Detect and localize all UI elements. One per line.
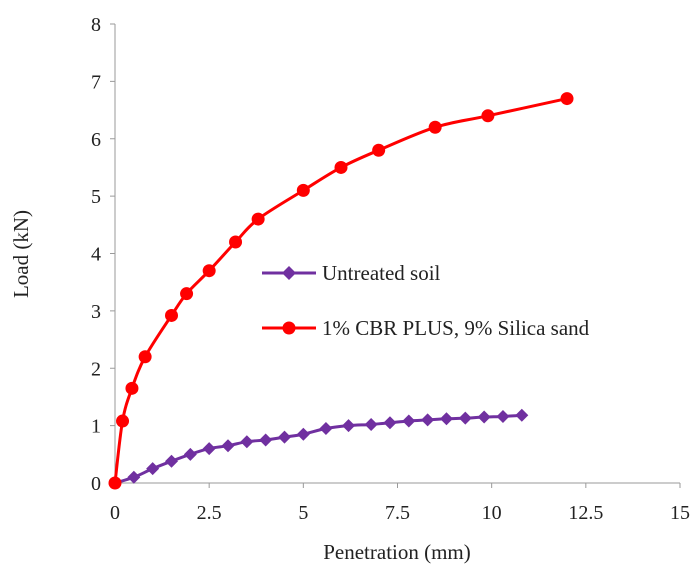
data-point-diamond bbox=[319, 421, 333, 435]
data-point-diamond bbox=[496, 409, 510, 423]
data-point-circle bbox=[251, 212, 265, 226]
plot-area bbox=[108, 92, 574, 490]
x-tick-label: 10 bbox=[482, 502, 502, 524]
y-tick-label: 7 bbox=[91, 71, 101, 93]
data-point-circle bbox=[560, 92, 574, 106]
data-point-diamond bbox=[383, 416, 397, 430]
data-point-diamond bbox=[439, 412, 453, 426]
y-tick-label: 8 bbox=[91, 14, 101, 36]
legend-item-untreated: Untreated soil bbox=[262, 261, 441, 285]
x-tick-label: 12.5 bbox=[568, 502, 603, 524]
data-point-diamond bbox=[402, 414, 416, 428]
data-point-circle bbox=[125, 381, 139, 395]
data-point-diamond bbox=[165, 454, 178, 468]
data-point-circle bbox=[372, 143, 386, 157]
y-tick-label: 1 bbox=[91, 416, 101, 438]
x-tick-labels: 0 2.5 5 7.5 10 12.5 15 bbox=[110, 483, 690, 524]
y-tick-label: 4 bbox=[91, 244, 101, 266]
data-point-circle bbox=[108, 476, 122, 490]
x-axis-title: Penetration (mm) bbox=[323, 540, 471, 564]
data-point-circle bbox=[180, 287, 194, 301]
y-tick-label: 0 bbox=[91, 473, 101, 495]
y-tick-label: 6 bbox=[91, 129, 101, 151]
data-point-diamond bbox=[259, 433, 273, 447]
legend-circle-marker bbox=[282, 321, 296, 335]
legend-item-cbr-plus: 1% CBR PLUS, 9% Silica sand bbox=[262, 316, 590, 340]
data-point-diamond bbox=[240, 435, 254, 449]
data-point-diamond bbox=[296, 427, 310, 441]
data-point-diamond bbox=[364, 417, 378, 431]
data-point-diamond bbox=[458, 411, 472, 425]
y-tick-label: 3 bbox=[91, 301, 101, 323]
y-tick-labels: 0 1 2 3 4 5 6 7 8 bbox=[91, 14, 115, 495]
data-point-circle bbox=[334, 160, 348, 174]
data-point-diamond bbox=[515, 408, 529, 422]
y-tick-label: 2 bbox=[91, 358, 101, 380]
data-point-circle bbox=[229, 235, 243, 249]
legend-label-cbr-plus: 1% CBR PLUS, 9% Silica sand bbox=[322, 316, 590, 340]
x-tick-label: 7.5 bbox=[385, 502, 410, 524]
x-tick-label: 5 bbox=[298, 502, 308, 524]
data-point-diamond bbox=[146, 462, 160, 476]
data-point-circle bbox=[481, 109, 495, 123]
y-axis-title: Load (kN) bbox=[9, 210, 33, 298]
data-point-circle bbox=[138, 350, 152, 364]
series-line-0 bbox=[114, 413, 522, 485]
data-point-diamond bbox=[342, 419, 356, 433]
data-point-diamond bbox=[221, 439, 235, 453]
data-point-diamond bbox=[477, 410, 491, 424]
data-point-circle bbox=[165, 308, 178, 322]
data-point-diamond bbox=[421, 413, 435, 427]
data-point-circle bbox=[296, 183, 310, 197]
legend: Untreated soil 1% CBR PLUS, 9% Silica sa… bbox=[262, 261, 590, 340]
x-tick-label: 15 bbox=[670, 502, 690, 524]
data-point-diamond bbox=[127, 470, 141, 484]
data-point-diamond bbox=[202, 442, 216, 456]
x-tick-label: 2.5 bbox=[197, 502, 222, 524]
data-point-diamond bbox=[183, 447, 197, 461]
data-point-diamond bbox=[278, 430, 291, 444]
y-tick-label: 5 bbox=[91, 186, 101, 208]
data-point-circle bbox=[202, 264, 216, 278]
data-point-circle bbox=[428, 120, 442, 134]
data-point-circle bbox=[116, 414, 130, 428]
legend-label-untreated: Untreated soil bbox=[322, 261, 441, 285]
x-tick-label: 0 bbox=[110, 502, 120, 524]
legend-diamond-marker bbox=[282, 266, 296, 280]
